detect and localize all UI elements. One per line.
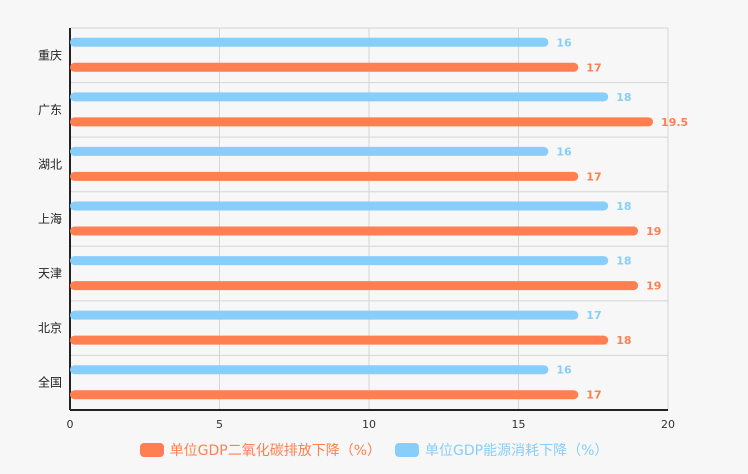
bar-chart-plot: 0 5 10 15 20 全国 16 17 北京 17 18 天津 18 19 上海 18 19 湖北 16 17 广东… bbox=[38, 27, 688, 431]
x-tick-label: 5 bbox=[216, 418, 223, 431]
y-tick-label: 上海 bbox=[38, 211, 62, 226]
bar bbox=[70, 226, 639, 236]
data-label: 16 bbox=[556, 364, 572, 377]
bar bbox=[70, 171, 579, 181]
bar bbox=[70, 117, 654, 127]
y-tick-label: 全国 bbox=[38, 375, 62, 390]
legend-swatch-energy bbox=[395, 443, 419, 457]
legend-item-energy[interactable]: 单位GDP能源消耗下降（%） bbox=[395, 440, 608, 460]
bar bbox=[70, 256, 609, 266]
data-label: 17 bbox=[586, 61, 601, 74]
legend-label-co2: 单位GDP二氧化碳排放下降（%） bbox=[169, 443, 381, 459]
legend-label-energy: 单位GDP能源消耗下降（%） bbox=[425, 443, 609, 459]
x-tick-label: 15 bbox=[512, 418, 526, 431]
data-label: 19.5 bbox=[661, 116, 688, 129]
bar bbox=[70, 201, 609, 211]
data-label: 19 bbox=[646, 280, 661, 293]
y-tick-label: 湖北 bbox=[38, 156, 62, 171]
data-label: 19 bbox=[646, 225, 661, 238]
bar bbox=[70, 37, 549, 47]
data-label: 18 bbox=[616, 334, 631, 347]
bar bbox=[70, 62, 579, 72]
legend-item-co2[interactable]: 单位GDP二氧化碳排放下降（%） bbox=[139, 440, 381, 460]
legend-swatch-co2 bbox=[139, 443, 164, 457]
y-tick-label: 北京 bbox=[38, 321, 62, 335]
data-label: 17 bbox=[586, 170, 601, 183]
bar bbox=[70, 281, 639, 291]
data-label: 16 bbox=[556, 145, 572, 158]
x-tick-label: 0 bbox=[67, 418, 74, 431]
x-tick-label: 20 bbox=[661, 418, 675, 431]
x-tick-label: 10 bbox=[362, 418, 376, 431]
bar bbox=[70, 335, 609, 345]
y-tick-label: 广东 bbox=[38, 103, 62, 117]
bar bbox=[70, 310, 579, 320]
data-label: 18 bbox=[616, 255, 631, 268]
data-label: 17 bbox=[586, 389, 601, 402]
y-tick-label: 重庆 bbox=[38, 48, 62, 62]
bar bbox=[70, 365, 549, 375]
y-tick-label: 天津 bbox=[38, 267, 62, 281]
data-label: 16 bbox=[556, 36, 572, 49]
data-label: 18 bbox=[616, 200, 631, 213]
bar bbox=[70, 92, 609, 102]
legend: 单位GDP二氧化碳排放下降（%） 单位GDP能源消耗下降（%） bbox=[0, 440, 748, 460]
bar bbox=[70, 390, 579, 400]
bar bbox=[70, 146, 549, 156]
data-label: 18 bbox=[616, 91, 631, 104]
data-label: 17 bbox=[586, 309, 601, 322]
